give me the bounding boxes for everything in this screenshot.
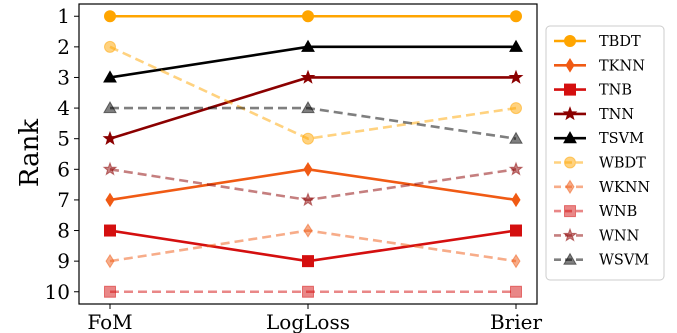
y-tick-label: 3 xyxy=(57,65,70,89)
data-point-wsvm-fom xyxy=(103,101,117,114)
legend-item-tbdt: TBDT xyxy=(554,34,641,50)
legend-item-tsvm: TSVM xyxy=(554,131,644,147)
legend-marker xyxy=(564,35,576,47)
legend-marker xyxy=(565,58,575,73)
data-point-wknn-fom xyxy=(105,253,115,269)
series-tnb xyxy=(104,224,522,268)
data-point-wnb-brier xyxy=(510,285,522,298)
y-tick-label: 9 xyxy=(57,249,70,273)
series-wnb xyxy=(104,285,522,298)
data-point-wnn-logloss xyxy=(300,192,316,207)
x-tick-label: LogLoss xyxy=(266,310,350,333)
y-tick-label: 5 xyxy=(57,127,70,151)
y-tick-label: 8 xyxy=(57,219,70,243)
legend-item-wnn: WNN xyxy=(554,227,640,244)
data-point-tsvm-fom xyxy=(103,70,117,83)
legend-item-tknn: TKNN xyxy=(554,58,645,74)
data-point-tbdt-logloss xyxy=(302,10,314,23)
y-tick-label: 6 xyxy=(57,157,70,181)
legend-marker xyxy=(564,205,576,218)
legend-label: WNN xyxy=(599,228,640,244)
data-point-tknn-fom xyxy=(105,192,115,208)
data-point-wsvm-brier xyxy=(509,131,523,144)
legend-label: TBDT xyxy=(599,34,641,50)
series-wbdt xyxy=(104,40,522,145)
data-point-tsvm-logloss xyxy=(301,39,315,52)
legend-label: TNB xyxy=(599,83,632,99)
data-point-tnb-fom xyxy=(104,224,116,237)
data-point-wnn-brier xyxy=(508,161,524,176)
legend-label: TSVM xyxy=(599,131,644,147)
series-tknn xyxy=(105,162,521,208)
y-tick-label: 2 xyxy=(57,35,70,59)
data-point-tbdt-fom xyxy=(104,10,116,23)
legend: TBDT TKNN TNB TNN TSVM WBDT WKNN WNB WNN WSVM xyxy=(545,25,665,281)
data-point-wknn-logloss xyxy=(303,223,313,238)
legend-label: WSVM xyxy=(599,253,649,269)
data-point-tknn-brier xyxy=(511,192,521,208)
data-point-wsvm-logloss xyxy=(301,101,315,114)
y-tick-label: 10 xyxy=(45,280,70,304)
legend-marker xyxy=(565,179,575,195)
series-line-tknn xyxy=(109,167,517,202)
data-point-tnn-brier xyxy=(508,69,524,84)
data-point-wnb-fom xyxy=(104,285,116,298)
data-point-tknn-logloss xyxy=(303,162,313,177)
legend-marker xyxy=(564,83,576,96)
y-axis-label: Rank xyxy=(15,119,45,187)
legend-marker xyxy=(563,131,577,144)
legend-item-wbdt: WBDT xyxy=(554,156,646,172)
y-tick-label: 4 xyxy=(57,96,70,120)
legend-label: WNB xyxy=(599,204,637,220)
series-wknn xyxy=(105,223,521,269)
legend-marker xyxy=(562,106,578,121)
series-wsvm xyxy=(103,101,523,144)
legend-marker xyxy=(564,156,576,169)
legend-item-wknn: WKNN xyxy=(554,179,650,196)
data-point-wnn-fom xyxy=(102,161,118,176)
legend-item-tnn: TNN xyxy=(554,106,634,123)
legend-item-wnb: WNB xyxy=(554,204,637,220)
plot-area xyxy=(102,10,524,298)
legend-marker xyxy=(563,252,577,265)
x-tick-label: FoM xyxy=(87,310,132,333)
x-tick-label: Brier xyxy=(490,310,542,333)
series-tsvm xyxy=(103,39,523,83)
data-point-tnb-logloss xyxy=(302,255,314,268)
data-point-wbdt-fom xyxy=(104,40,116,53)
data-point-wnb-logloss xyxy=(302,285,314,298)
data-point-tsvm-brier xyxy=(509,39,523,52)
series-tbdt xyxy=(104,10,522,23)
legend-label: TNN xyxy=(599,107,634,123)
legend-marker xyxy=(562,227,578,242)
y-tick-label: 1 xyxy=(57,4,70,28)
series-line-wnn xyxy=(109,168,517,202)
y-tick-label: 7 xyxy=(57,188,70,212)
data-point-tbdt-brier xyxy=(510,10,522,23)
legend-label: WBDT xyxy=(599,156,646,172)
legend-label: TKNN xyxy=(599,58,645,74)
data-point-tnn-fom xyxy=(102,130,118,145)
axes: 1 2 3 4 5 6 7 8 9 10 FoM LogLoss Brier xyxy=(45,3,542,333)
legend-item-tnb: TNB xyxy=(554,83,632,99)
legend-label: WKNN xyxy=(599,180,650,196)
series-tnn xyxy=(102,69,524,145)
data-point-wknn-brier xyxy=(511,253,521,269)
data-point-tnn-logloss xyxy=(300,69,316,84)
data-point-tnb-brier xyxy=(510,224,522,237)
data-point-wbdt-brier xyxy=(510,102,522,115)
series-line-wbdt xyxy=(109,45,517,141)
series-wnn xyxy=(102,161,524,207)
data-point-wbdt-logloss xyxy=(302,132,314,145)
legend-item-wsvm: WSVM xyxy=(554,252,649,269)
